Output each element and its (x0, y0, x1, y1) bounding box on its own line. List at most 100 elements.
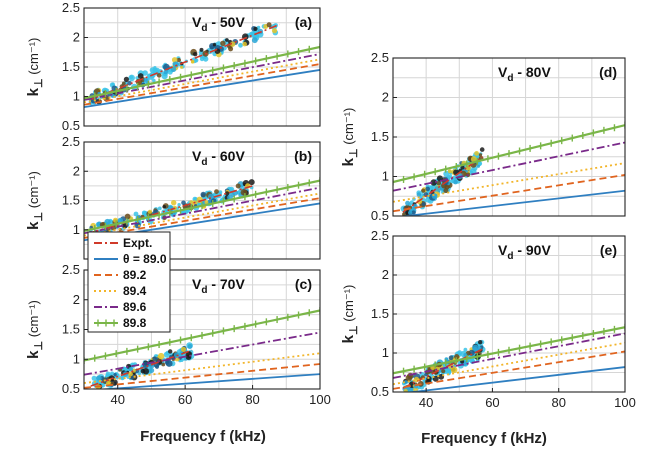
expt-point (148, 209, 152, 214)
y-label-sub: ⊥ (348, 325, 360, 335)
y-tick-label: 1.5 (62, 59, 80, 74)
x-tick-label: 60 (485, 395, 499, 410)
y-label-sub: ⊥ (33, 78, 45, 88)
series-line (84, 69, 320, 109)
expt-point (91, 375, 97, 381)
expt-point (123, 76, 129, 82)
y-tick-label: 2 (73, 163, 80, 178)
legend-label: Expt. (123, 236, 152, 250)
expt-point (248, 179, 255, 186)
panel-title: Vd - 90V (498, 242, 551, 262)
expt-point (271, 28, 278, 34)
y-tick-label: 1.5 (371, 129, 389, 144)
expt-point (180, 65, 184, 69)
expt-point (266, 22, 272, 28)
expt-point (168, 349, 173, 354)
y-tick-label: 2.5 (62, 0, 80, 15)
title-v: V (498, 242, 508, 258)
y-label-sub: ⊥ (33, 212, 45, 222)
panel-letter: (b) (294, 148, 312, 164)
expt-point (416, 192, 422, 197)
y-label-sub: ⊥ (348, 148, 360, 158)
title-rest: - 80V (513, 64, 551, 80)
expt-point (472, 344, 479, 352)
expt-point (161, 73, 168, 80)
legend-label: 89.8 (123, 316, 147, 330)
expt-point (212, 43, 217, 47)
expt-point (152, 356, 157, 362)
expt-point (450, 366, 458, 374)
y-axis-label: k⊥ (cm⁻¹) (340, 108, 360, 167)
y-axis-label: k⊥ (cm⁻¹) (25, 300, 45, 359)
panel-a: 0.5 1 1.5 2 2.5 k⊥ (cm⁻¹) Vd - 50V (a) (25, 0, 321, 133)
y-label-sub: ⊥ (33, 341, 45, 351)
expt-fit-line (90, 185, 253, 234)
expt-point (421, 202, 426, 207)
y-label-k: k (340, 334, 357, 343)
y-tick-label: 0.5 (371, 208, 389, 223)
expt-point (436, 180, 442, 186)
expt-point (235, 183, 241, 189)
expt-point (143, 77, 148, 82)
title-sub: d (507, 251, 513, 262)
expt-point (133, 211, 139, 217)
expt-point (218, 190, 223, 195)
expt-point (242, 41, 247, 47)
legend-label: 89.2 (123, 268, 147, 282)
y-tick-label: 0.5 (62, 381, 80, 396)
title-v: V (192, 276, 202, 292)
expt-point (149, 67, 156, 73)
expt-point (157, 352, 165, 360)
y-tick-label: 1 (73, 351, 80, 366)
expt-point (203, 56, 209, 62)
expt-point (162, 205, 166, 209)
title-v: V (498, 64, 508, 80)
legend-box (87, 231, 171, 333)
expt-point (148, 367, 155, 374)
plot-content (84, 22, 320, 109)
expt-point (156, 73, 162, 78)
expt-point (430, 179, 437, 186)
expt-fit-line (90, 349, 193, 387)
expt-point (448, 355, 454, 361)
expt-point (129, 75, 133, 79)
y-tick-label: 2.5 (62, 262, 80, 277)
y-tick-label: 2 (73, 30, 80, 45)
panel-title: Vd - 50V (192, 14, 245, 34)
title-sub: d (201, 23, 207, 34)
legend: Expt. θ = 89.0 89.2 89.4 89.6 89.8 (87, 231, 171, 333)
expt-point (470, 156, 477, 163)
expt-point (214, 189, 219, 195)
expt-point (447, 169, 452, 174)
expt-point (128, 367, 134, 372)
expt-point (172, 61, 179, 68)
y-tick-label: 1.5 (371, 306, 389, 321)
panel-title: Vd - 70V (192, 276, 245, 296)
expt-point (181, 200, 186, 206)
expt-point (137, 73, 144, 79)
y-label-unit: (cm⁻¹) (26, 300, 41, 341)
series-line (393, 341, 625, 386)
legend-label: θ = 89.0 (123, 252, 167, 266)
title-v: V (192, 148, 202, 164)
panel-letter: (e) (600, 242, 617, 258)
y-label-k: k (340, 157, 357, 166)
expt-point (110, 371, 115, 376)
expt-point (192, 196, 198, 202)
expt-point (96, 375, 102, 381)
expt-point (476, 164, 480, 168)
expt-point (124, 213, 131, 220)
y-tick-label: 1.5 (62, 193, 80, 208)
expt-point (140, 368, 146, 374)
series-line (393, 141, 625, 192)
x-axis-label-right: Frequency f (kHz) (421, 430, 547, 447)
expt-point (161, 362, 166, 367)
series-line (84, 63, 320, 106)
expt-point (225, 38, 229, 42)
panel-e: 0.5 1 1.5 2 2.5 40 60 80 100 k⊥ (cm⁻¹) Vd - 90V (e) (340, 228, 636, 410)
expt-point (238, 42, 243, 48)
y-tick-label: 2 (73, 292, 80, 307)
title-v: V (192, 14, 202, 30)
panel-title: Vd - 60V (192, 148, 245, 168)
plot-content (393, 121, 625, 216)
